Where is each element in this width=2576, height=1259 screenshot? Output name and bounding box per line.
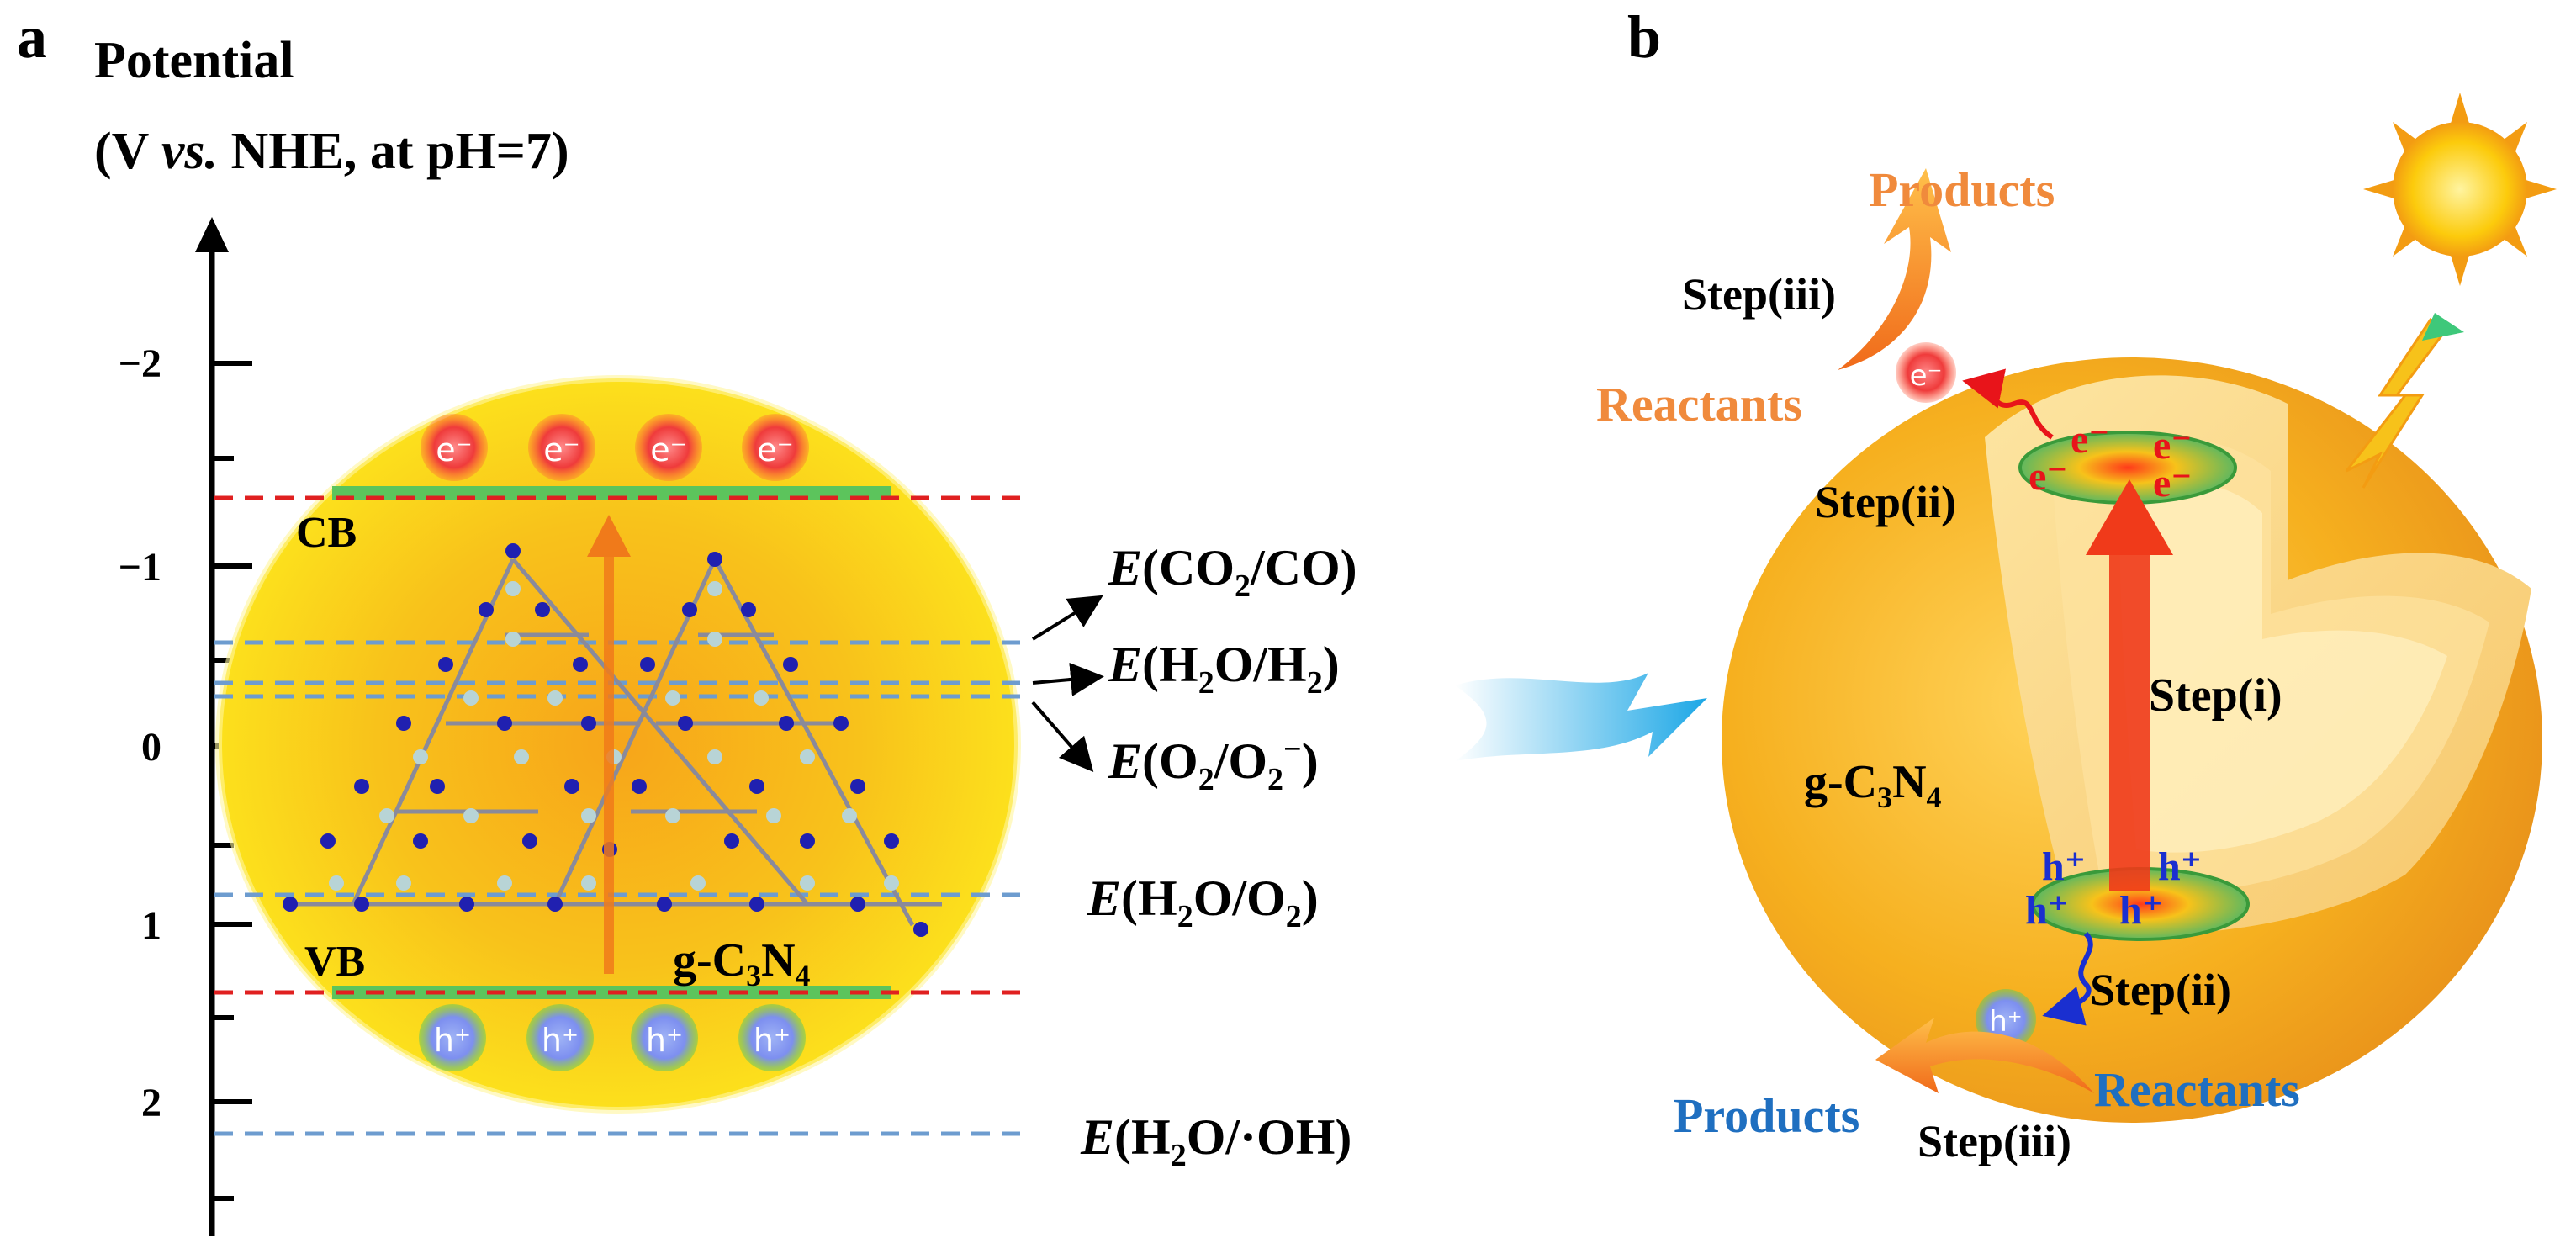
svg-text:h⁺: h⁺ — [1989, 1005, 2023, 1039]
hole-4: h⁺ — [738, 1004, 806, 1071]
axis-title-line2: (V vs. NHE, at pH=7) — [94, 123, 569, 180]
surface-electron: e⁻ — [1896, 342, 1956, 403]
trapped-holes: h⁺ h⁺ h⁺ h⁺ — [2025, 844, 2202, 933]
step-i-arrowhead — [2086, 479, 2173, 555]
svg-text:e⁻: e⁻ — [543, 431, 579, 468]
electron-1: e⁻ — [421, 414, 488, 481]
svg-text:h⁺: h⁺ — [2025, 888, 2069, 933]
top-reaction-arrow — [1838, 168, 1951, 370]
electron-migration-arrow — [1962, 368, 2054, 440]
tick-label-0: 0 — [141, 725, 161, 770]
trapped-electrons: e⁻ e⁻ e⁻ e⁻ — [2029, 417, 2193, 505]
gc3n4-sphere — [219, 378, 1018, 1110]
svg-text:h⁺: h⁺ — [754, 1022, 791, 1059]
tick-label-neg1: −1 — [119, 545, 161, 590]
beam-tip-icon — [2422, 313, 2464, 341]
svg-text:h⁺: h⁺ — [2158, 844, 2202, 889]
material-label-a: g-C3N4 — [673, 934, 811, 992]
svg-text:e⁻: e⁻ — [650, 431, 686, 468]
step-ii-bottom-label: Step(ii) — [2090, 965, 2231, 1015]
pointer-co2 — [1031, 595, 1103, 641]
svg-text:e⁻: e⁻ — [757, 431, 793, 468]
label-h2o-oh: E(H2O/·OH) — [1080, 1109, 1351, 1173]
svg-text:e⁻: e⁻ — [436, 431, 472, 468]
svg-text:h⁺: h⁺ — [542, 1022, 579, 1059]
tick-label-1: 1 — [141, 903, 161, 948]
svg-text:h⁺: h⁺ — [2042, 844, 2086, 889]
electron-2: e⁻ — [528, 414, 595, 481]
hole-row: h⁺ h⁺ h⁺ h⁺ — [419, 1004, 806, 1071]
hole-3: h⁺ — [631, 1004, 698, 1071]
reactants-top-label: Reactants — [1596, 377, 1802, 431]
excitation-arrow — [604, 547, 614, 974]
label-h2o-h2: E(H2O/H2) — [1108, 637, 1340, 701]
svg-text:e⁻: e⁻ — [1910, 359, 1943, 393]
svg-text:h⁺: h⁺ — [646, 1022, 683, 1059]
pointer-h2o-h2 — [1032, 662, 1104, 696]
step-ii-top-label: Step(ii) — [1815, 477, 1956, 527]
cb-label: CB — [296, 509, 357, 557]
axis-title-line1: Potential — [94, 32, 294, 89]
label-o2-o2minus: E(O2/O2−) — [1108, 732, 1319, 797]
electron-row: e⁻ e⁻ e⁻ e⁻ — [421, 414, 809, 481]
products-top-label: Products — [1869, 162, 2055, 217]
svg-text:e⁻: e⁻ — [2153, 423, 2193, 468]
step-i-arrow — [2109, 547, 2150, 891]
sun-icon — [2363, 93, 2557, 286]
svg-text:e⁻: e⁻ — [2071, 417, 2110, 462]
transition-arrow — [1455, 673, 1707, 761]
tick-label-neg2: −2 — [119, 341, 161, 386]
svg-text:h⁺: h⁺ — [434, 1022, 471, 1059]
svg-text:h⁺: h⁺ — [2119, 888, 2163, 933]
svg-text:e⁻: e⁻ — [2029, 454, 2068, 499]
electron-4: e⁻ — [742, 414, 809, 481]
products-bottom-label: Products — [1674, 1088, 1859, 1143]
reactants-bottom-label: Reactants — [2094, 1062, 2300, 1117]
electron-3: e⁻ — [635, 414, 702, 481]
svg-text:e⁻: e⁻ — [2153, 461, 2193, 505]
excitation-arrowhead — [587, 515, 631, 557]
pointer-o2 — [1031, 701, 1094, 773]
bottom-reaction-arrow — [1875, 1018, 2094, 1093]
panel-a-label: a — [17, 3, 47, 71]
hole-migration-arrow — [2042, 931, 2093, 1026]
step-i-label: Step(i) — [2149, 669, 2282, 722]
tick-label-2: 2 — [141, 1081, 161, 1125]
hole-1: h⁺ — [419, 1004, 486, 1071]
y-axis-arrowhead — [195, 217, 229, 252]
panel-b-label: b — [1627, 3, 1661, 71]
light-beam-icon — [2345, 318, 2450, 489]
label-h2o-o2: E(H2O/O2) — [1087, 870, 1319, 934]
step-iii-top-label: Step(iii) — [1682, 269, 1836, 320]
step-iii-bottom-label: Step(iii) — [1917, 1116, 2071, 1166]
label-co2-co: E(CO2/CO) — [1108, 540, 1357, 604]
hole-2: h⁺ — [526, 1004, 594, 1071]
vb-label: VB — [304, 938, 365, 986]
material-label-b: g-C3N4 — [1804, 756, 1942, 814]
